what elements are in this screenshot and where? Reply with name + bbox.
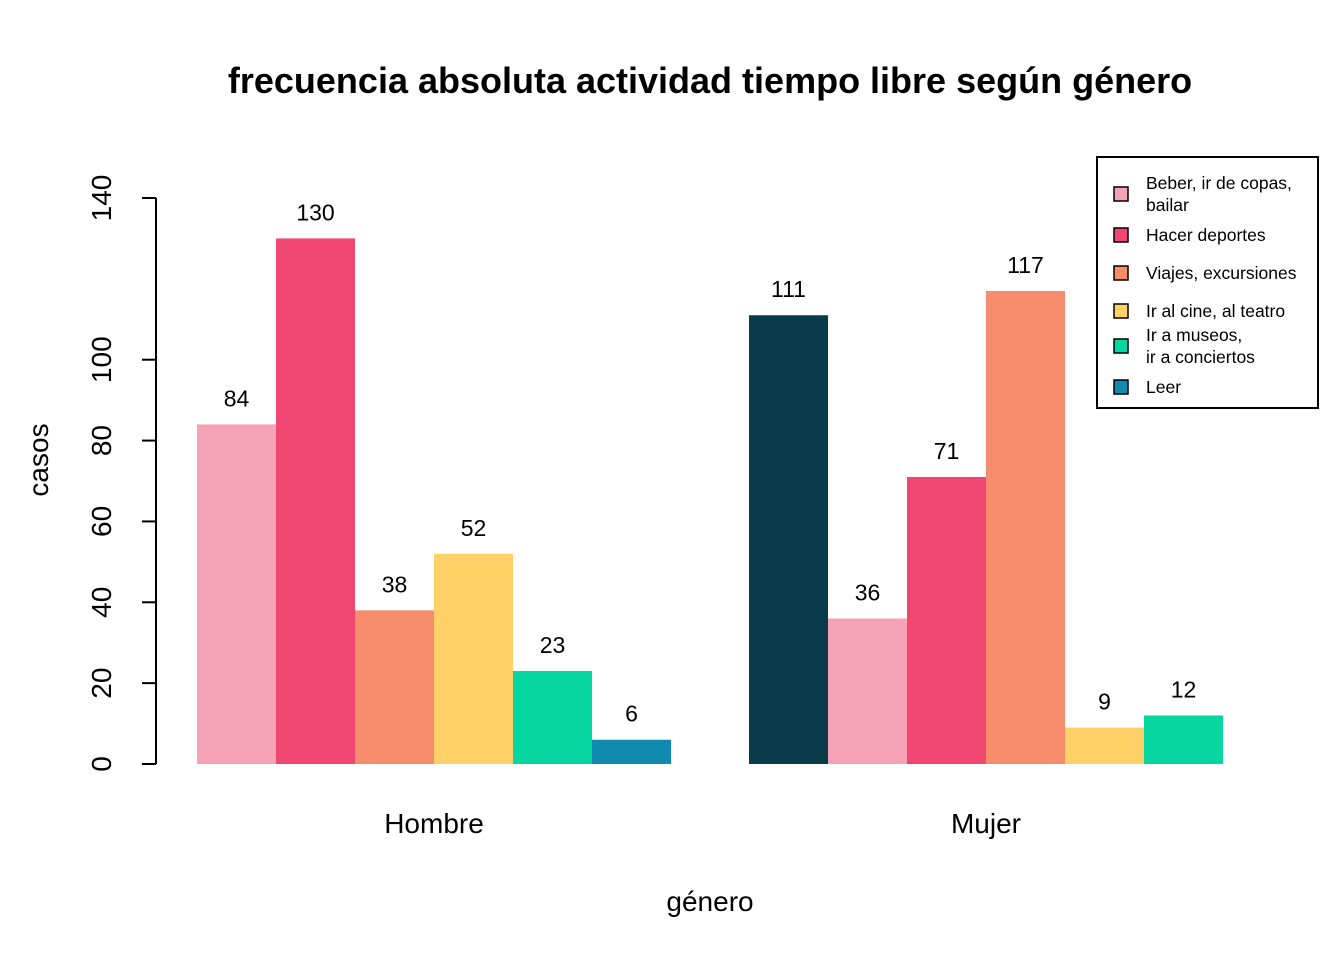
category-label-mujer: Mujer — [951, 808, 1021, 839]
legend-swatch-3 — [1113, 303, 1129, 319]
legend-swatch-5 — [1113, 379, 1129, 395]
y-tick-label-40: 40 — [86, 587, 117, 618]
y-tick-label-100: 100 — [86, 336, 117, 383]
data-label-mujer-3: 117 — [1007, 252, 1044, 278]
data-label-hombre-4: 23 — [540, 632, 566, 658]
y-axis-title: casos — [23, 423, 54, 496]
category-labels: Hombre Mujer — [384, 808, 1021, 839]
data-label-mujer-5: 12 — [1171, 676, 1197, 702]
bar-mujer-1 — [828, 618, 907, 764]
bar-mujer-5 — [1144, 715, 1223, 764]
bar-hombre-5 — [592, 739, 671, 764]
legend-item-3: Ir al cine, al teatro — [1113, 301, 1285, 321]
legend-item-2: Viajes, excursiones — [1113, 263, 1297, 283]
legend-box — [1096, 156, 1319, 409]
bar-mujer-3 — [986, 290, 1065, 764]
data-label-hombre-3: 52 — [461, 515, 487, 541]
legend-item-0: Beber, ir de copas, bailar — [1113, 173, 1292, 215]
chart-title: frecuencia absoluta actividad tiempo lib… — [228, 60, 1192, 101]
legend-label-3: Ir al cine, al teatro — [1146, 301, 1285, 321]
bar-hombre-3 — [434, 553, 513, 764]
legend-label-4: Ir a museos, ir a conciertos — [1146, 325, 1255, 367]
data-label-hombre-2: 38 — [382, 571, 408, 597]
data-label-mujer-0: 111 — [771, 276, 806, 302]
data-label-hombre-1: 130 — [296, 199, 334, 225]
legend-label-0: Beber, ir de copas, bailar — [1146, 173, 1292, 215]
legend-swatch-1 — [1113, 227, 1129, 243]
legend-item-5: Leer — [1113, 377, 1181, 397]
bar-mujer-0 — [749, 315, 828, 764]
bar-hombre-4 — [513, 671, 592, 764]
legend-item-1: Hacer deportes — [1113, 225, 1266, 245]
data-label-mujer-4: 9 — [1098, 689, 1111, 715]
y-tick-label-80: 80 — [86, 425, 117, 456]
data-label-hombre-5: 6 — [625, 701, 638, 727]
legend-label-2: Viajes, excursiones — [1146, 263, 1297, 283]
legend-swatch-4 — [1113, 338, 1129, 354]
y-tick-label-0: 0 — [86, 756, 117, 772]
y-tick-label-20: 20 — [86, 668, 117, 699]
legend-item-4: Ir a museos, ir a conciertos — [1113, 325, 1255, 367]
bar-mujer-2 — [907, 476, 986, 764]
bar-mujer-4 — [1065, 727, 1144, 764]
bar-hombre-0 — [197, 424, 276, 764]
bars-layer: 84 130 38 52 23 6 111 36 71 117 9 12 — [197, 199, 1223, 764]
x-axis-title: género — [666, 886, 753, 917]
bar-hombre-2 — [355, 610, 434, 764]
y-tick-label-60: 60 — [86, 506, 117, 537]
data-label-mujer-2: 71 — [934, 438, 960, 464]
y-tick-label-140: 140 — [86, 175, 117, 222]
bar-group-hombre: 84 130 38 52 23 6 — [197, 199, 671, 764]
bar-hombre-1 — [276, 238, 355, 764]
legend-swatch-0 — [1113, 186, 1129, 202]
data-label-hombre-0: 84 — [224, 385, 250, 411]
data-label-mujer-1: 36 — [855, 579, 881, 605]
y-axis: 0 20 40 60 80 100 140 — [86, 175, 157, 772]
legend-label-5: Leer — [1146, 377, 1181, 397]
legend-label-1: Hacer deportes — [1146, 225, 1266, 245]
category-label-hombre: Hombre — [384, 808, 484, 839]
legend-swatch-2 — [1113, 265, 1129, 281]
bar-group-mujer: 111 36 71 117 9 12 — [749, 252, 1223, 764]
legend: Beber, ir de copas, bailar Hacer deportes V… — [1096, 156, 1319, 409]
